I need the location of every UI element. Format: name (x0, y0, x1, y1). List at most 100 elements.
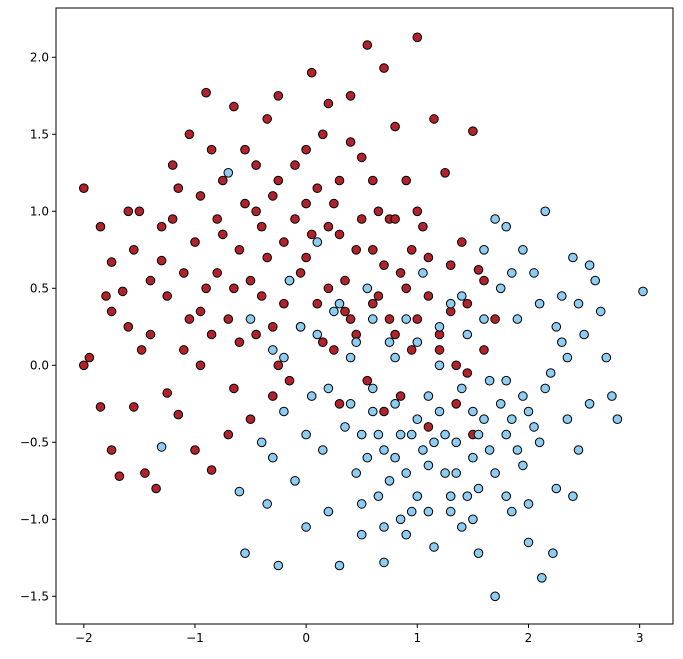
data-point-class-0-83 (212, 214, 222, 224)
data-point-class-1-16 (318, 445, 328, 455)
data-point-class-1-15 (312, 237, 323, 247)
data-point-class-0-84 (223, 314, 234, 324)
data-point-class-1-63 (579, 329, 589, 340)
data-point-class-1-56 (540, 206, 551, 217)
data-point-class-0-16 (140, 468, 150, 478)
data-point-class-1-92 (406, 506, 417, 517)
data-point-class-1-50 (507, 506, 517, 517)
data-point-class-0-36 (251, 206, 261, 217)
data-point-class-0-142 (390, 214, 400, 224)
data-point-class-1-65 (590, 275, 601, 286)
data-point-class-1-133 (401, 529, 412, 540)
data-point-class-1-3 (240, 548, 250, 559)
data-point-class-1-112 (301, 429, 311, 440)
data-point-class-1-128 (584, 260, 595, 271)
data-point-class-1-30 (395, 514, 406, 525)
data-point-class-0-109 (240, 198, 250, 209)
data-point-class-1-64 (584, 399, 595, 409)
data-point-class-1-59 (557, 291, 567, 301)
data-point-class-0-41 (279, 237, 289, 247)
data-point-class-1-33 (412, 491, 423, 502)
data-point-class-0-68 (429, 114, 439, 124)
data-point-class-1-119 (412, 337, 423, 348)
data-point-class-1-132 (379, 522, 389, 532)
y-tick-label: 2.0 (30, 50, 49, 64)
data-point-class-1-117 (368, 314, 378, 324)
data-point-class-1-67 (601, 352, 612, 363)
data-point-class-0-25 (190, 445, 200, 455)
data-point-class-1-22 (351, 468, 362, 478)
data-point-class-0-57 (368, 245, 378, 255)
data-point-class-0-38 (262, 114, 273, 124)
data-point-class-0-96 (356, 214, 367, 224)
data-point-class-1-35 (423, 391, 434, 401)
data-point-class-1-51 (512, 314, 523, 324)
data-point-class-0-65 (412, 32, 423, 43)
data-point-class-0-136 (251, 160, 261, 170)
data-point-class-0-58 (373, 206, 384, 217)
data-point-class-0-40 (273, 91, 284, 101)
data-point-class-1-1 (223, 168, 234, 178)
data-point-class-1-26 (373, 491, 384, 502)
y-tick-label: −0.5 (20, 435, 49, 449)
data-point-class-0-37 (256, 291, 267, 301)
data-point-class-1-120 (434, 322, 445, 332)
data-point-class-1-47 (490, 591, 500, 602)
data-point-class-0-148 (451, 399, 462, 409)
data-point-class-1-24 (362, 283, 373, 294)
data-point-class-1-68 (607, 391, 617, 401)
data-point-class-1-4 (245, 314, 256, 324)
data-point-class-0-74 (462, 298, 473, 309)
data-point-class-1-78 (401, 468, 412, 478)
data-point-class-0-22 (173, 409, 184, 420)
data-point-class-1-29 (390, 452, 400, 463)
data-point-class-1-14 (306, 391, 317, 401)
data-point-class-0-3 (95, 221, 106, 232)
data-point-class-0-44 (295, 268, 306, 278)
data-point-class-0-126 (462, 368, 473, 378)
data-point-class-0-50 (329, 345, 339, 355)
data-point-class-0-90 (290, 214, 300, 224)
data-point-class-1-18 (329, 306, 339, 317)
data-point-class-1-138 (523, 499, 534, 509)
data-point-class-0-129 (145, 329, 156, 340)
data-point-class-0-35 (245, 414, 256, 425)
data-point-class-0-42 (284, 375, 295, 386)
data-point-class-1-115 (334, 298, 345, 309)
data-point-class-1-99 (562, 352, 573, 363)
data-point-class-1-70 (638, 286, 648, 297)
data-point-class-1-109 (551, 322, 562, 332)
data-point-class-1-66 (595, 306, 606, 317)
data-point-class-0-12 (129, 245, 139, 255)
data-point-class-0-24 (184, 129, 195, 140)
data-point-class-1-79 (412, 414, 423, 425)
data-point-class-1-89 (523, 406, 534, 417)
data-point-class-0-20 (162, 388, 172, 398)
data-point-class-0-145 (334, 399, 345, 409)
data-point-class-0-81 (190, 237, 200, 247)
x-tick-label: 2 (525, 631, 533, 645)
data-point-class-1-13 (301, 522, 311, 532)
data-point-class-0-105 (195, 191, 206, 201)
x-axis: −2 −1 0 1 2 3 (75, 624, 643, 645)
data-point-class-1-44 (473, 483, 484, 494)
data-point-class-1-95 (473, 429, 484, 440)
data-point-class-1-21 (345, 352, 356, 363)
data-point-class-0-86 (245, 275, 256, 286)
data-point-class-0-34 (240, 144, 250, 155)
data-point-class-0-124 (406, 245, 417, 255)
data-point-class-0-118 (340, 306, 350, 317)
data-point-class-0-72 (451, 360, 462, 371)
data-point-class-0-43 (290, 160, 300, 170)
data-point-class-1-106 (484, 445, 495, 455)
data-point-class-0-110 (251, 329, 261, 340)
data-point-class-0-61 (390, 121, 400, 132)
data-point-class-1-28 (384, 337, 395, 348)
data-point-class-0-76 (473, 265, 484, 275)
data-point-class-0-63 (401, 175, 412, 186)
data-point-class-0-87 (256, 221, 267, 232)
data-point-class-1-12 (295, 322, 306, 332)
data-point-class-1-75 (368, 383, 378, 394)
data-point-class-0-85 (234, 245, 245, 255)
